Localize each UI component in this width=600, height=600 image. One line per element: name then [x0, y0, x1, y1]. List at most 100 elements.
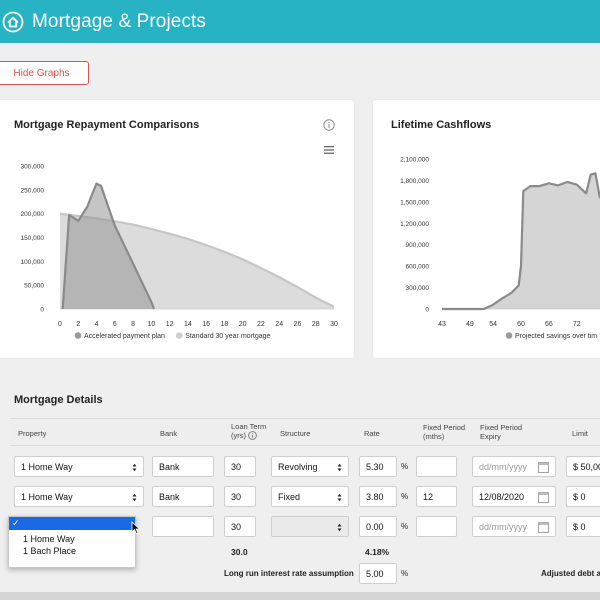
bank-value: Bank	[159, 491, 180, 502]
y-tick-label: 150,000	[21, 235, 45, 242]
fixed-expiry-value: dd/mm/yyyy	[479, 521, 528, 532]
y-tick-label: 1,800,000	[400, 178, 429, 185]
x-tick-label: 2	[76, 321, 80, 328]
loan-term-value: 30	[231, 491, 242, 502]
home-icon[interactable]	[2, 11, 24, 33]
x-tick-label: 28	[312, 321, 320, 328]
rate-input[interactable]: 3.80	[359, 486, 397, 507]
legend-marker[interactable]	[175, 332, 183, 339]
property-value: 1 Home Way	[21, 461, 73, 472]
series-line	[442, 172, 600, 311]
calendar-icon[interactable]	[538, 521, 549, 533]
lifetime-cashflow-chart: 0 300,000 600,000 900,000 1,200,000 1,500,000…	[400, 157, 600, 340]
y-tick-label: 900,000	[406, 242, 430, 249]
loan-term-input[interactable]: 30	[224, 456, 256, 477]
y-tick-label: 100,000	[21, 259, 45, 266]
property-select[interactable]: 1 Home Way	[14, 486, 144, 507]
x-tick-label: 66	[545, 321, 553, 328]
dropdown-selected-option[interactable]: ✓	[9, 517, 135, 530]
table-header: Property Bank Loan Term (yrs) Structure …	[10, 418, 600, 446]
x-tick-label: 24	[275, 321, 283, 328]
bank-value: Bank	[159, 461, 180, 472]
col-fixed-period-line2: (mths)	[423, 432, 445, 441]
dropdown-option[interactable]: 1 Home Way	[23, 534, 75, 544]
mouse-cursor-icon	[131, 521, 141, 535]
y-tick-label: 250,000	[21, 187, 45, 194]
dropdown-option[interactable]: 1 Bach Place	[23, 546, 77, 556]
legend-marker[interactable]	[74, 332, 82, 339]
col-loan-term: Loan Term (yrs)	[231, 422, 266, 440]
legend-marker[interactable]	[505, 332, 513, 339]
series-area	[62, 183, 155, 309]
loan-term-value: 30	[231, 521, 242, 532]
col-fixed-period: Fixed Period (mths)	[423, 423, 465, 441]
rate-input[interactable]: 0.00	[359, 516, 397, 537]
bank-input[interactable]	[152, 516, 214, 537]
col-fixed-expiry-line1: Fixed Period	[480, 423, 523, 432]
structure-select[interactable]: Revolving	[271, 456, 349, 477]
legend-label[interactable]: Standard 30 year mortgage	[185, 333, 270, 340]
fixed-expiry-input[interactable]: 12/08/2020	[472, 486, 556, 507]
select-caret-icon	[337, 523, 342, 532]
x-tick-label: 49	[466, 321, 474, 328]
select-caret-icon	[337, 493, 342, 502]
loan-term-input[interactable]: 30	[224, 486, 256, 507]
percent-label: %	[401, 522, 409, 531]
rate-value: 3.80	[366, 491, 384, 502]
mortgage-chart-card: Mortgage Repayment Comparisons 0 50,000 10…	[0, 100, 354, 358]
percent-label: %	[401, 462, 409, 471]
property-dropdown[interactable]: ✓ 1 Home Way 1 Bach Place	[8, 516, 136, 568]
legend-label[interactable]: Accelerated payment plan	[84, 333, 165, 340]
x-tick-label: 54	[489, 321, 497, 328]
rate-value: 0.00	[366, 521, 384, 532]
cashflow-chart-title: Lifetime Cashflows	[391, 119, 492, 131]
limit-input[interactable]: $ 0	[566, 486, 600, 507]
loan-term-input[interactable]: 30	[224, 516, 256, 537]
info-icon[interactable]	[248, 431, 257, 440]
x-tick-label: 8	[131, 321, 135, 328]
hide-graphs-button[interactable]: Hide Graphs	[0, 61, 89, 85]
x-tick-label: 22	[257, 321, 265, 328]
y-tick-label: 1,500,000	[400, 199, 429, 206]
percent-label: %	[401, 492, 409, 501]
select-caret-icon	[337, 463, 342, 472]
interest-assumption-input[interactable]: 5.00	[359, 563, 397, 584]
limit-value: $ 50,00	[573, 461, 600, 472]
x-tick-label: 0	[58, 321, 62, 328]
interest-assumption-label: Long run interest rate assumption	[224, 569, 354, 578]
mortgage-details-title: Mortgage Details	[14, 394, 103, 406]
x-tick-label: 14	[184, 321, 192, 328]
total-term: 30.0	[231, 547, 248, 557]
bank-input[interactable]: Bank	[152, 486, 214, 507]
info-icon[interactable]	[323, 119, 335, 131]
mortgage-repayment-chart: 0 50,000 100,000 150,000 200,000 250,000 300,0…	[21, 164, 338, 341]
fixed-period-input[interactable]	[416, 456, 457, 477]
loan-term-value: 30	[231, 461, 242, 472]
limit-input[interactable]: $ 50,00	[566, 456, 600, 477]
select-caret-icon	[132, 463, 137, 472]
fixed-period-input[interactable]	[416, 516, 457, 537]
mortgage-chart-title: Mortgage Repayment Comparisons	[14, 119, 200, 131]
structure-select[interactable]	[271, 516, 349, 537]
x-tick-label: 72	[573, 321, 581, 328]
limit-input[interactable]: $ 0	[566, 516, 600, 537]
col-property: Property	[18, 429, 47, 438]
bottom-scroll-bar[interactable]	[0, 592, 600, 600]
col-bank: Bank	[160, 429, 178, 438]
bank-input[interactable]: Bank	[152, 456, 214, 477]
structure-select[interactable]: Fixed	[271, 486, 349, 507]
fixed-expiry-input[interactable]: dd/mm/yyyy	[472, 456, 556, 477]
fixed-expiry-input[interactable]: dd/mm/yyyy	[472, 516, 556, 537]
calendar-icon[interactable]	[538, 461, 549, 473]
weighted-rate: 4.18%	[365, 547, 390, 557]
col-limit: Limit	[572, 429, 588, 438]
fixed-period-input[interactable]: 12	[416, 486, 457, 507]
limit-value: $ 0	[573, 491, 586, 502]
x-tick-label: 30	[330, 321, 338, 328]
rate-input[interactable]: 5.30	[359, 456, 397, 477]
chart-menu-icon[interactable]	[324, 146, 334, 154]
x-tick-label: 6	[113, 321, 117, 328]
calendar-icon[interactable]	[538, 491, 549, 503]
legend-label[interactable]: Projected savings over tim	[515, 333, 597, 340]
property-select[interactable]: 1 Home Way	[14, 456, 144, 477]
